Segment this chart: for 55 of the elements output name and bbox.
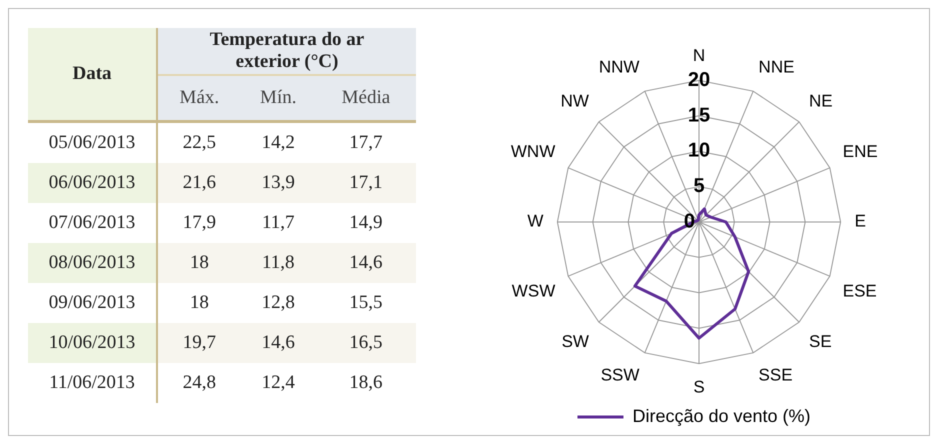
spoke-label: WSW: [512, 281, 556, 300]
category-label: 11/06/2013: [28, 363, 157, 403]
spoke-label: E: [854, 212, 866, 231]
spoke-label: S: [693, 377, 705, 396]
spoke-label: N: [692, 46, 706, 65]
data-label: 13,9: [240, 163, 316, 203]
spoke-label: SW: [562, 332, 589, 351]
y-tick-label: 5: [693, 175, 705, 198]
data-label: 11,7: [240, 203, 316, 243]
legend-label: Direcção do vento (%): [632, 406, 811, 426]
data-label: 11,8: [240, 243, 316, 283]
data-label: 17,1: [316, 163, 416, 203]
data-label: 17,7: [316, 122, 416, 163]
data-label: 14,6: [316, 243, 416, 283]
spoke-label: ESE: [842, 281, 877, 300]
spoke-label: SSE: [758, 366, 793, 385]
spoke-label: ENE: [842, 142, 878, 161]
data-label: 16,5: [316, 323, 416, 363]
category-label: 10/06/2013: [28, 323, 157, 363]
series-label: Mín.: [240, 75, 316, 122]
category-label: 05/06/2013: [28, 122, 157, 163]
y-tick-label: 15: [688, 104, 710, 126]
y-tick-label: 0: [684, 210, 695, 233]
data-label: 18,6: [316, 363, 416, 403]
data-label: 15,5: [316, 283, 416, 323]
spoke-label: SSW: [600, 366, 640, 385]
category-label: 07/06/2013: [28, 203, 157, 243]
data-label: 12,4: [240, 363, 316, 403]
spoke-label: NW: [560, 91, 589, 110]
spoke-label: NNW: [598, 58, 640, 77]
y-tick-label: 20: [688, 68, 710, 91]
data-label: 19,7: [157, 323, 241, 363]
spoke-label: W: [527, 212, 544, 231]
data-label: 14,6: [240, 323, 316, 363]
data-label: 14,2: [240, 122, 316, 163]
spoke-label: SE: [809, 332, 832, 351]
category-label: 09/06/2013: [28, 283, 157, 323]
text: Temperatura do ar exterior (°C): [208, 29, 366, 73]
spoke-label: WNW: [510, 142, 556, 161]
data-label: 17,9: [157, 203, 241, 243]
category-label: 06/06/2013: [28, 163, 157, 203]
data-label: 18: [157, 243, 241, 283]
data-label: 22,5: [157, 122, 241, 163]
data-label: 18: [157, 283, 241, 323]
series-label: Máx.: [157, 75, 241, 122]
series-label: Média: [316, 75, 416, 122]
spoke-label: NNE: [758, 58, 794, 77]
data-label: 12,8: [240, 283, 316, 323]
y-tick-label: 10: [688, 140, 710, 162]
text: Data: [28, 28, 157, 122]
data-label: 21,6: [157, 163, 241, 203]
data-label: 14,9: [316, 203, 416, 243]
data-label: 24,8: [157, 363, 241, 403]
spoke-label: NE: [809, 91, 833, 110]
category-label: 08/06/2013: [28, 243, 157, 283]
